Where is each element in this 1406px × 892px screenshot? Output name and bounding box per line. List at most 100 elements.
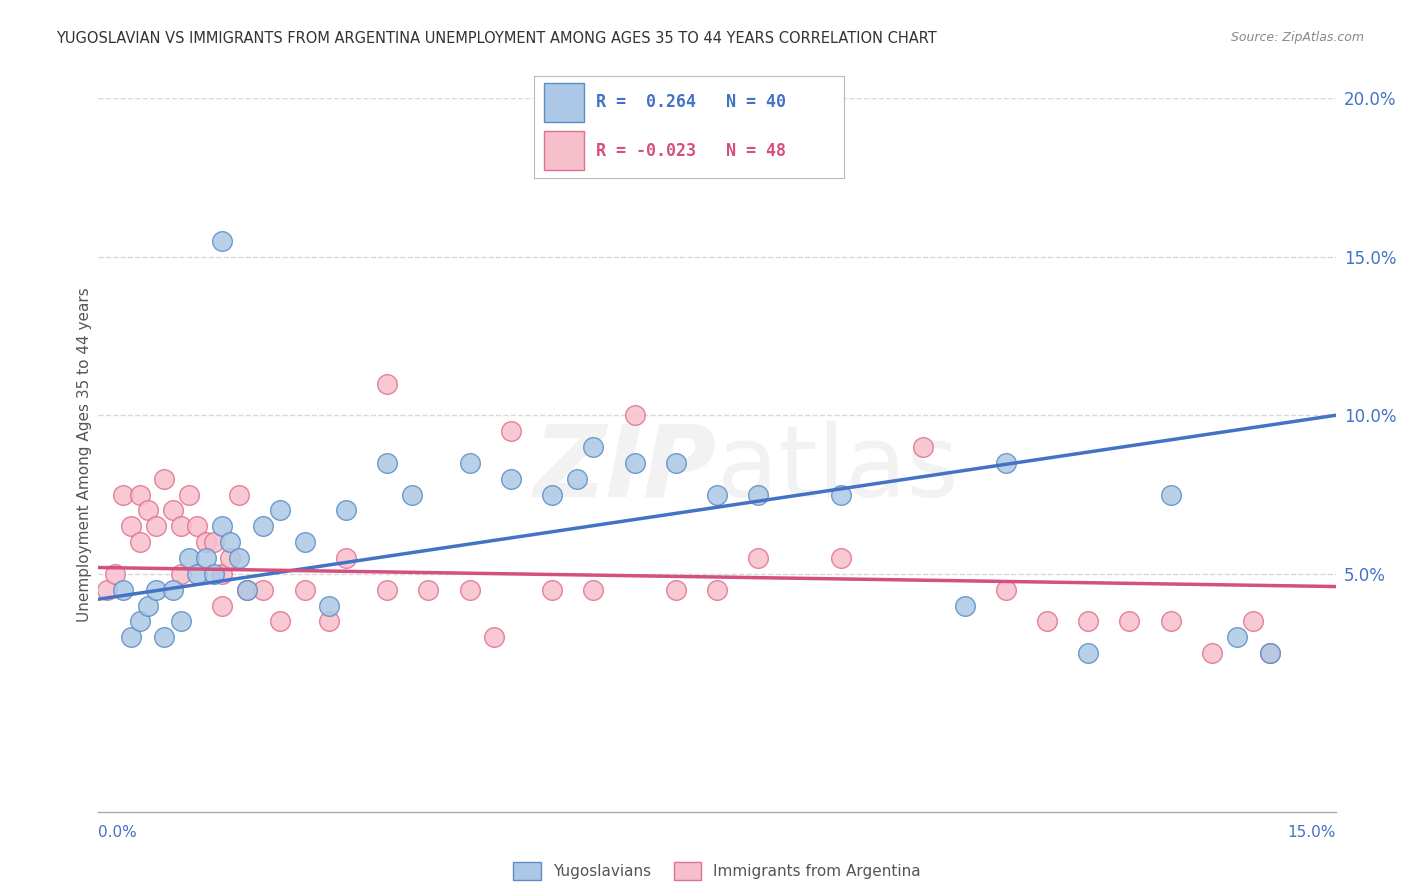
Point xyxy=(194,551,217,566)
Point xyxy=(565,472,588,486)
Point xyxy=(211,566,233,581)
Point xyxy=(145,582,167,597)
Point xyxy=(1118,615,1140,629)
Point xyxy=(170,615,193,629)
Point xyxy=(706,582,728,597)
Point xyxy=(120,519,142,533)
Point xyxy=(1241,615,1264,629)
Point xyxy=(623,456,645,470)
Point xyxy=(211,599,233,613)
Point xyxy=(1226,630,1249,644)
Point xyxy=(335,503,357,517)
Point xyxy=(153,630,176,644)
Bar xyxy=(544,131,583,170)
Point xyxy=(136,599,159,613)
Text: ZIP: ZIP xyxy=(534,421,717,517)
Point xyxy=(153,472,176,486)
Point xyxy=(202,566,225,581)
Point xyxy=(104,566,127,581)
Point xyxy=(294,582,316,597)
Point xyxy=(1077,615,1099,629)
Point xyxy=(1077,646,1099,660)
Point xyxy=(665,456,688,470)
Point xyxy=(541,487,564,501)
Point xyxy=(112,487,135,501)
Point xyxy=(706,487,728,501)
Point xyxy=(96,582,118,597)
Point xyxy=(830,551,852,566)
Point xyxy=(194,535,217,549)
Text: R = -0.023   N = 48: R = -0.023 N = 48 xyxy=(596,142,786,160)
Point xyxy=(335,551,357,566)
Point xyxy=(912,440,935,454)
Point xyxy=(112,582,135,597)
Point xyxy=(499,472,522,486)
Point xyxy=(541,582,564,597)
Text: YUGOSLAVIAN VS IMMIGRANTS FROM ARGENTINA UNEMPLOYMENT AMONG AGES 35 TO 44 YEARS : YUGOSLAVIAN VS IMMIGRANTS FROM ARGENTINA… xyxy=(56,31,936,46)
Bar xyxy=(544,83,583,122)
Legend: Yugoslavians, Immigrants from Argentina: Yugoslavians, Immigrants from Argentina xyxy=(508,856,927,886)
Point xyxy=(228,487,250,501)
Text: 0.0%: 0.0% xyxy=(98,825,138,840)
Point xyxy=(747,551,769,566)
Point xyxy=(136,503,159,517)
Point xyxy=(252,519,274,533)
Point xyxy=(128,615,150,629)
Text: R =  0.264   N = 40: R = 0.264 N = 40 xyxy=(596,94,786,112)
Point xyxy=(499,424,522,438)
Point xyxy=(211,234,233,248)
Point xyxy=(994,456,1017,470)
Point xyxy=(375,376,398,391)
Point xyxy=(128,535,150,549)
Point xyxy=(1258,646,1281,660)
Point xyxy=(582,582,605,597)
Point xyxy=(747,487,769,501)
Point xyxy=(269,503,291,517)
Point xyxy=(179,487,201,501)
Point xyxy=(830,487,852,501)
Point xyxy=(1258,646,1281,660)
Point xyxy=(219,535,242,549)
Point xyxy=(994,582,1017,597)
Point xyxy=(458,456,481,470)
Point xyxy=(318,615,340,629)
Point xyxy=(665,582,688,597)
Point xyxy=(1201,646,1223,660)
Point xyxy=(269,615,291,629)
Point xyxy=(418,582,440,597)
Point xyxy=(1036,615,1059,629)
Point xyxy=(375,582,398,597)
Point xyxy=(170,519,193,533)
Text: Source: ZipAtlas.com: Source: ZipAtlas.com xyxy=(1230,31,1364,45)
Point xyxy=(170,566,193,581)
Point xyxy=(120,630,142,644)
Point xyxy=(318,599,340,613)
Y-axis label: Unemployment Among Ages 35 to 44 years: Unemployment Among Ages 35 to 44 years xyxy=(77,287,91,623)
Point xyxy=(252,582,274,597)
Point xyxy=(294,535,316,549)
Point xyxy=(186,566,208,581)
Point xyxy=(162,503,184,517)
Point xyxy=(228,551,250,566)
Point xyxy=(236,582,259,597)
Point xyxy=(219,551,242,566)
Point xyxy=(582,440,605,454)
Point xyxy=(162,582,184,597)
Point xyxy=(202,535,225,549)
Point xyxy=(401,487,423,501)
Point xyxy=(236,582,259,597)
Text: atlas: atlas xyxy=(717,421,959,517)
Text: 15.0%: 15.0% xyxy=(1288,825,1336,840)
Point xyxy=(953,599,976,613)
Point xyxy=(1160,487,1182,501)
Point xyxy=(145,519,167,533)
Point xyxy=(623,409,645,423)
Point xyxy=(128,487,150,501)
Point xyxy=(186,519,208,533)
Point xyxy=(1160,615,1182,629)
Point xyxy=(484,630,506,644)
Point xyxy=(211,519,233,533)
Point xyxy=(458,582,481,597)
Point xyxy=(179,551,201,566)
Point xyxy=(375,456,398,470)
